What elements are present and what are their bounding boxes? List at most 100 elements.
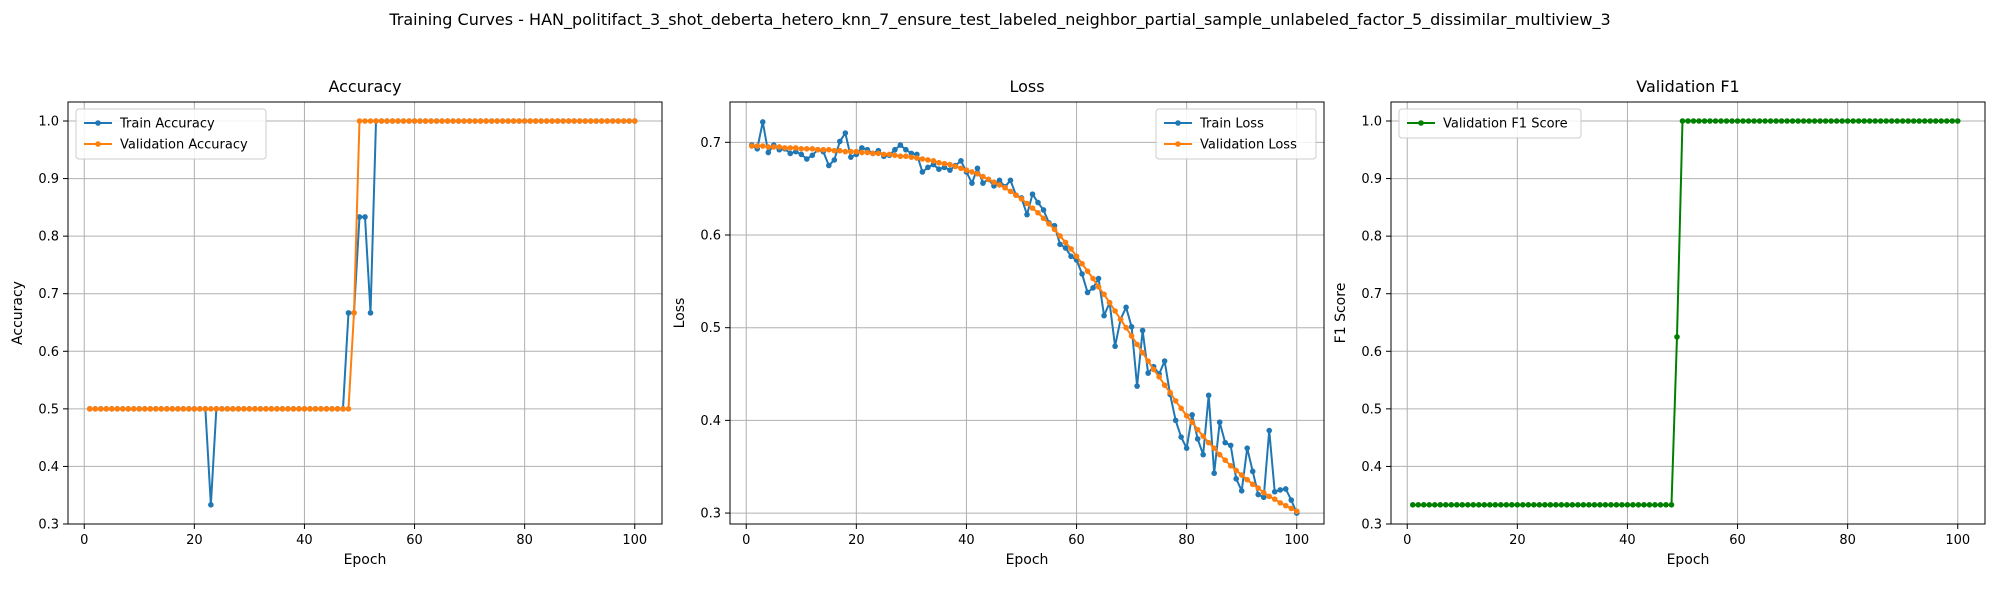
data-point	[958, 158, 964, 164]
data-point	[202, 406, 209, 412]
data-point	[1227, 442, 1234, 449]
data-point	[886, 151, 893, 158]
data-point	[108, 406, 115, 412]
data-point	[1178, 434, 1184, 440]
x-tick-label: 100	[1284, 533, 1309, 548]
data-point	[1216, 419, 1223, 426]
data-point	[1222, 439, 1228, 446]
data-point	[1249, 481, 1256, 488]
data-point	[125, 406, 132, 412]
data-point	[565, 118, 572, 124]
data-point	[301, 406, 308, 412]
data-point	[92, 406, 99, 412]
data-point	[1040, 215, 1047, 222]
legend-label: Train Loss	[1199, 117, 1264, 132]
legend-marker	[1175, 120, 1181, 126]
data-point	[1255, 491, 1262, 498]
data-point	[985, 176, 992, 183]
y-tick-label: 0.6	[1361, 345, 1382, 360]
data-point	[776, 144, 783, 150]
data-point	[903, 153, 909, 160]
y-tick-label: 0.9	[1361, 172, 1382, 187]
data-point	[582, 118, 589, 124]
subplot-1: Accuracy 0 20 40 60 80 100 0.3 0.4 0.5 0.6 0.7 0.8 0.…	[10, 77, 663, 568]
data-point	[1464, 502, 1471, 508]
data-point	[1536, 502, 1543, 508]
data-point	[1420, 502, 1427, 508]
x-tick-label: 80	[516, 533, 533, 548]
data-point	[312, 406, 319, 412]
data-point	[241, 406, 247, 412]
data-point	[1569, 502, 1576, 508]
data-point	[1674, 334, 1680, 340]
data-point	[1949, 118, 1956, 124]
x-tick-label: 40	[958, 533, 975, 548]
legend-marker	[1418, 120, 1424, 126]
data-point	[620, 118, 627, 124]
data-point	[444, 118, 451, 124]
y-tick-label: 0.7	[38, 287, 59, 302]
data-point	[384, 118, 390, 124]
data-point	[1795, 118, 1801, 124]
data-point	[395, 118, 401, 124]
data-point	[472, 118, 478, 124]
x-tick-label: 60	[406, 533, 423, 548]
data-point	[1084, 268, 1091, 274]
data-point	[1134, 341, 1140, 348]
data-point	[1767, 118, 1774, 124]
data-point	[759, 119, 766, 125]
data-point	[411, 118, 418, 124]
data-point	[925, 164, 931, 171]
data-point	[881, 151, 887, 158]
data-point	[1123, 324, 1129, 331]
data-point	[516, 118, 522, 124]
y-tick-label: 0.7	[700, 136, 721, 151]
data-point	[477, 118, 484, 124]
data-point	[130, 406, 137, 412]
subplot-title: Validation F1	[1636, 77, 1739, 96]
data-point	[754, 143, 761, 149]
data-point	[1189, 419, 1195, 426]
data-point	[362, 118, 368, 124]
y-tick-label: 1.0	[1361, 114, 1382, 129]
data-point	[781, 145, 788, 151]
data-point	[996, 182, 1003, 188]
data-point	[1161, 358, 1168, 364]
data-point	[329, 406, 335, 412]
data-point	[1800, 118, 1807, 124]
y-tick-label: 0.5	[700, 321, 721, 336]
data-point	[952, 163, 959, 170]
x-axis-label: Epoch	[344, 552, 387, 568]
series-train-loss	[748, 119, 1300, 516]
data-point	[1013, 192, 1019, 198]
data-point	[1227, 462, 1234, 469]
data-point	[1084, 289, 1091, 296]
data-point	[826, 146, 832, 153]
data-point	[422, 118, 429, 124]
data-point	[400, 118, 407, 124]
data-point	[798, 151, 805, 158]
data-point	[1211, 470, 1217, 477]
data-point	[1850, 118, 1856, 124]
data-point	[1712, 118, 1719, 124]
data-point	[461, 118, 467, 124]
data-point	[230, 406, 236, 412]
grid	[730, 102, 1324, 524]
data-point	[587, 118, 594, 124]
data-point	[340, 406, 346, 412]
y-tick-label: 0.6	[700, 229, 721, 244]
x-tick-label: 20	[186, 533, 203, 548]
data-point	[1525, 502, 1532, 508]
data-point	[609, 118, 616, 124]
data-point	[958, 165, 964, 172]
x-tick-label: 100	[1945, 533, 1970, 548]
x-tick-label: 60	[1068, 533, 1085, 548]
data-point	[510, 118, 517, 124]
grid	[68, 102, 662, 525]
data-point	[1916, 118, 1923, 124]
series-line	[751, 120, 1298, 514]
data-point	[626, 118, 633, 124]
data-point	[1773, 118, 1779, 124]
data-point	[191, 406, 198, 412]
data-point	[439, 118, 445, 124]
